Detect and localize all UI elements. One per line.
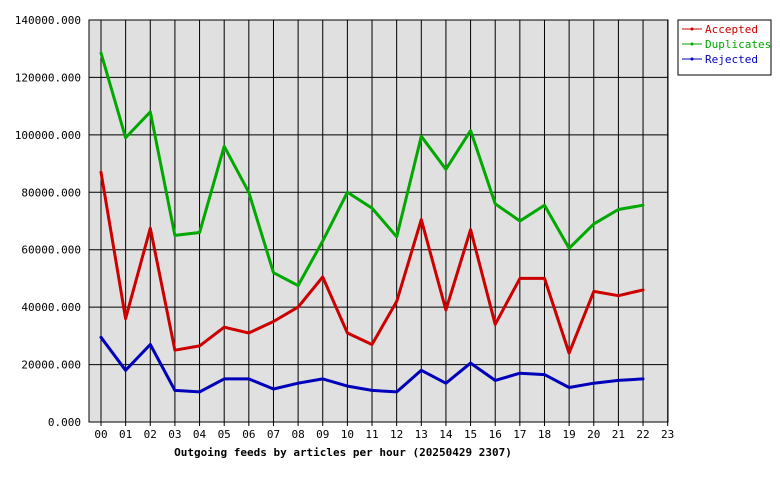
x-tick-label: 12 <box>390 428 403 441</box>
legend-box <box>677 19 772 76</box>
x-axis-title: Outgoing feeds by articles per hour (202… <box>174 446 512 459</box>
x-tick-label: 00 <box>94 428 107 441</box>
y-tick-label: 80000.000 <box>21 186 81 199</box>
x-tick-label: 02 <box>144 428 157 441</box>
legend-label-rejected: Rejected <box>705 53 758 66</box>
x-tick-label: 17 <box>513 428 526 441</box>
y-tick-label: 40000.000 <box>21 301 81 314</box>
y-tick-label: 100000.000 <box>15 129 81 142</box>
x-tick-label: 22 <box>636 428 649 441</box>
x-tick-label: 06 <box>242 428 255 441</box>
legend-label-duplicates: Duplicates <box>705 38 771 51</box>
x-tick-label: 01 <box>119 428 132 441</box>
x-tick-label: 15 <box>464 428 477 441</box>
x-tick-label: 08 <box>291 428 304 441</box>
y-tick-label: 0.000 <box>48 416 81 429</box>
x-tick-label: 16 <box>489 428 502 441</box>
x-tick-label: 03 <box>168 428 181 441</box>
legend-marker-accepted <box>690 27 694 31</box>
x-tick-label: 19 <box>563 428 576 441</box>
series-lines <box>99 51 645 394</box>
y-tick-label: 120000.000 <box>15 71 81 84</box>
legend-label-accepted: Accepted <box>705 23 758 36</box>
legend: Accepted Duplicates Rejected <box>677 19 772 76</box>
legend-marker-rejected <box>690 57 694 61</box>
x-tick-label: 18 <box>538 428 551 441</box>
x-axis-ticks: 00 01 02 03 04 05 06 07 08 09 10 11 12 13 14 15 16 17 18 19… <box>94 428 674 441</box>
x-tick-label: 05 <box>218 428 231 441</box>
y-tick-label: 140000.000 <box>15 14 81 27</box>
series-line-duplicates <box>99 51 645 288</box>
x-tick-label: 13 <box>415 428 428 441</box>
y-tick-label: 20000.000 <box>21 359 81 372</box>
series-line-rejected <box>99 335 645 394</box>
plot-area <box>88 19 669 423</box>
x-tick-label: 11 <box>365 428 378 441</box>
grid-lines <box>89 19 669 426</box>
x-tick-label: 04 <box>193 428 207 441</box>
x-tick-label: 23 <box>661 428 674 441</box>
x-tick-label: 09 <box>316 428 329 441</box>
x-tick-label: 10 <box>341 428 354 441</box>
x-tick-label: 14 <box>439 428 453 441</box>
series-line-accepted <box>99 170 645 355</box>
x-tick-label: 21 <box>612 428 625 441</box>
x-tick-label: 07 <box>267 428 280 441</box>
y-tick-label: 60000.000 <box>21 244 81 257</box>
legend-marker-duplicates <box>690 42 694 46</box>
x-tick-label: 20 <box>587 428 600 441</box>
y-axis-ticks: 0.000 20000.000 40000.000 60000.000 80000.00… <box>15 14 81 429</box>
